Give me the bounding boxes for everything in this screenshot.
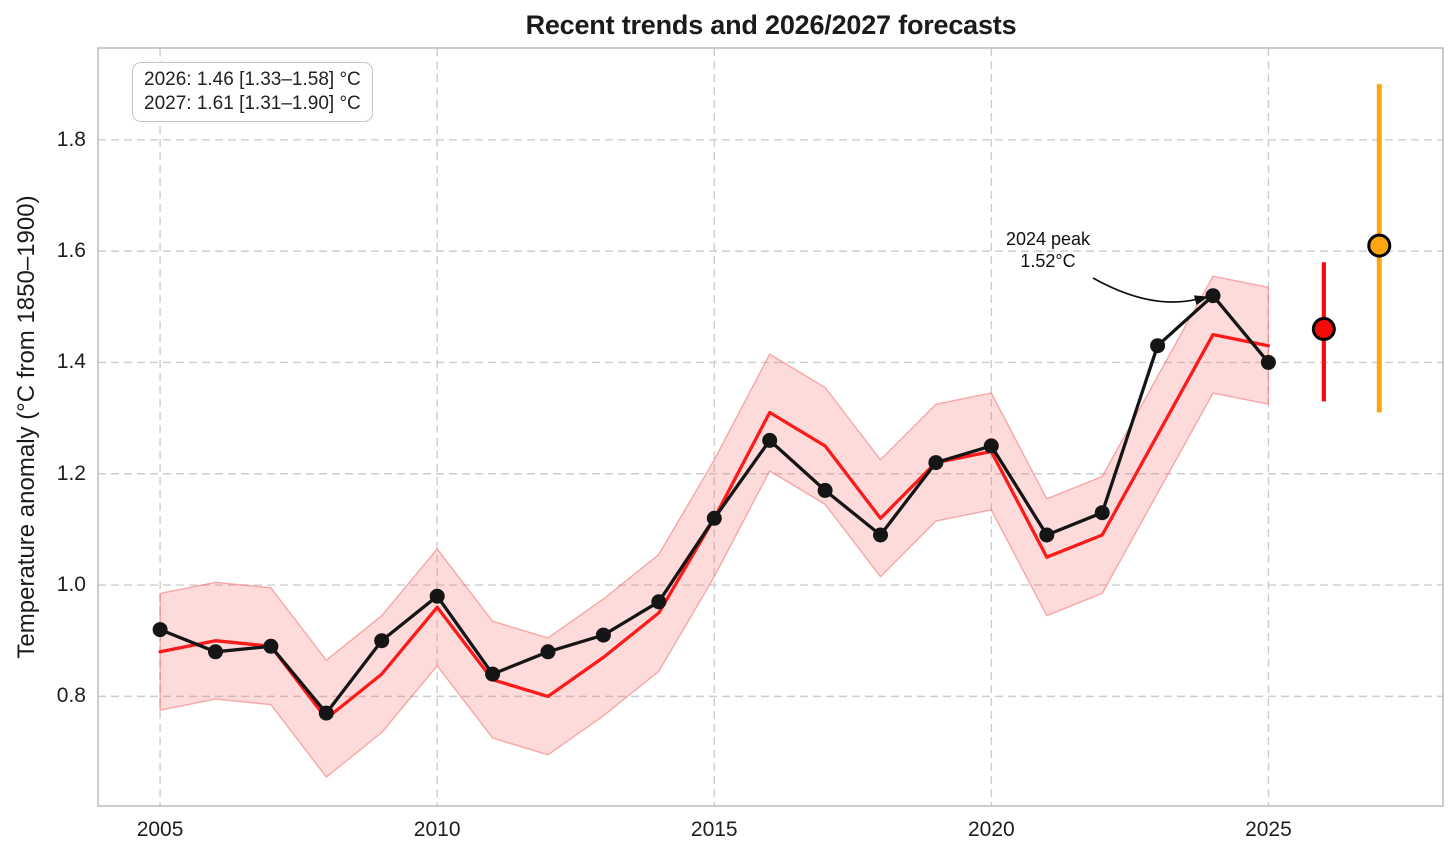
forecast-2026-text: 2026: 1.46 [1.33–1.58] °C xyxy=(144,69,361,90)
observation-marker xyxy=(1205,288,1221,304)
x-tick-label: 2010 xyxy=(413,818,461,841)
observation-marker xyxy=(1094,505,1110,521)
x-tick-label: 2015 xyxy=(690,818,738,841)
observation-marker xyxy=(762,432,778,448)
observation-marker xyxy=(651,594,667,610)
y-tick-label: 1.2 xyxy=(56,461,86,485)
annotation-arrowhead xyxy=(1193,295,1209,306)
observation-marker xyxy=(540,644,556,660)
peak-annotation-line1: 2024 peak xyxy=(1005,229,1091,249)
plot-frame xyxy=(97,47,1444,807)
observation-marker xyxy=(873,527,888,543)
observation-marker xyxy=(928,455,944,471)
x-tick-label: 2020 xyxy=(967,818,1015,841)
observation-marker xyxy=(817,482,833,498)
y-tick-label: 1.0 xyxy=(56,573,86,597)
y-tick-label: 1.8 xyxy=(56,127,86,151)
observation-marker xyxy=(1150,338,1166,354)
observation-marker xyxy=(1260,354,1276,370)
observation-marker xyxy=(152,622,168,638)
observation-marker xyxy=(429,588,445,604)
observation-marker xyxy=(1039,527,1055,543)
observation-marker xyxy=(595,627,611,643)
forecast-summary-box: 2026: 1.46 [1.33–1.58] °C 2027: 1.61 [1.… xyxy=(132,62,373,122)
x-tick-label: 2025 xyxy=(1245,818,1292,841)
x-tick-label: 2005 xyxy=(136,818,184,841)
peak-annotation: 2024 peak 1.52°C xyxy=(973,228,1123,272)
y-tick-label: 0.8 xyxy=(56,684,86,708)
observation-marker xyxy=(263,638,279,654)
observation-marker xyxy=(983,438,999,454)
y-tick-label: 1.6 xyxy=(56,239,86,263)
peak-annotation-line2: 1.52°C xyxy=(1020,251,1076,271)
observation-marker xyxy=(706,510,722,526)
observation-marker xyxy=(208,644,223,660)
observation-marker xyxy=(485,666,501,682)
observation-marker xyxy=(374,633,390,649)
forecast-2027-text: 2027: 1.61 [1.31–1.90] °C xyxy=(144,93,361,114)
chart-title: Recent trends and 2026/2027 forecasts xyxy=(525,10,1017,40)
hindcast-uncertainty-band xyxy=(159,275,1270,778)
forecast-2026-marker xyxy=(1311,317,1336,342)
annotation-arrow xyxy=(1092,277,1200,303)
forecast-2027-marker xyxy=(1367,233,1392,258)
observation-marker xyxy=(318,705,334,721)
y-tick-label: 1.4 xyxy=(56,350,86,374)
